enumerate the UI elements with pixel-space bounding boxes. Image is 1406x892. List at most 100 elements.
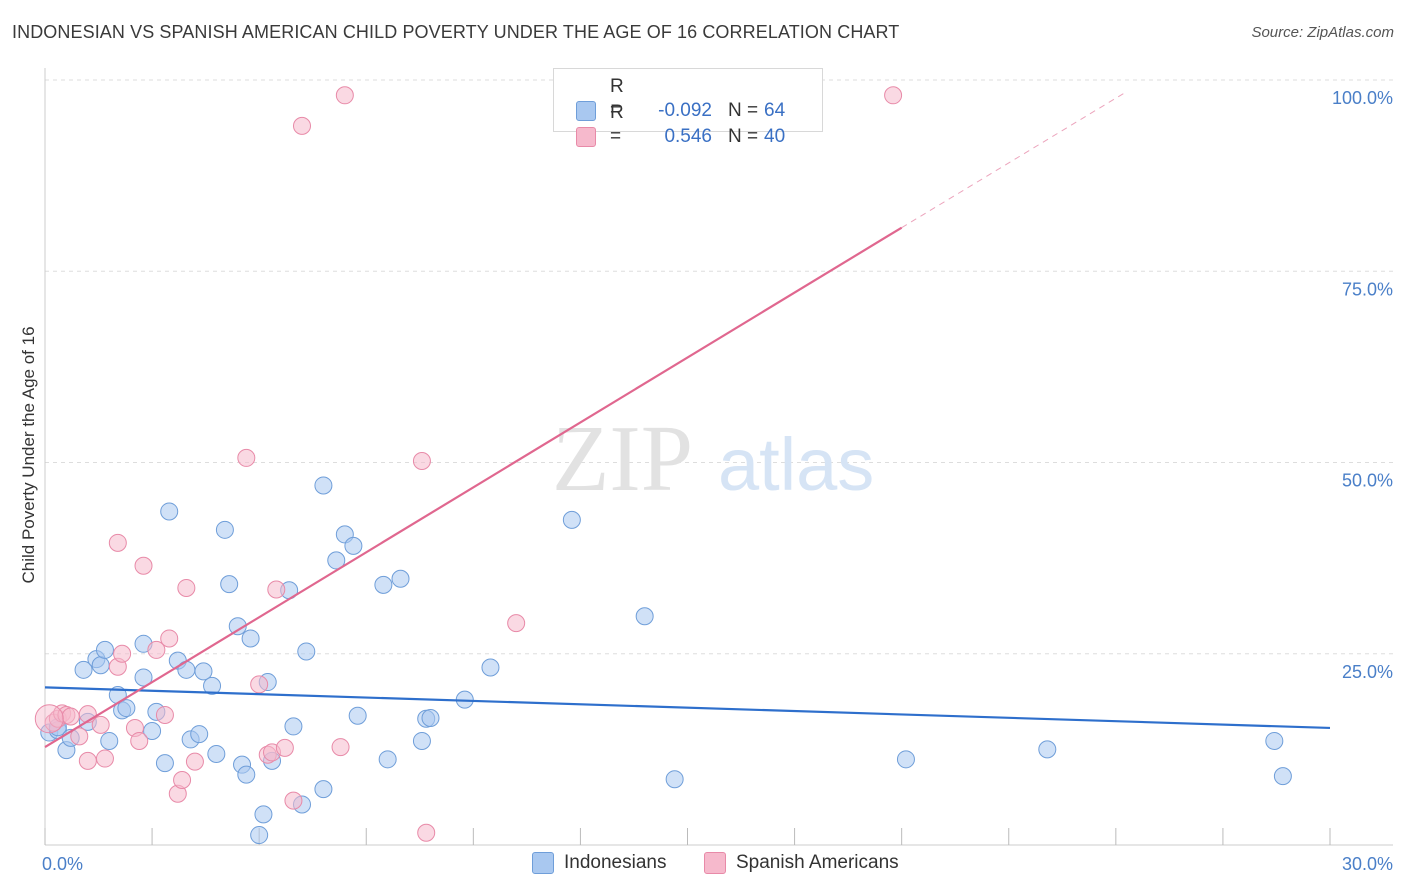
indonesian-point [391, 569, 410, 588]
pink-swatch [576, 126, 596, 147]
chart-title: INDONESIAN VS SPANISH AMERICAN CHILD POV… [12, 22, 900, 42]
spanish-american-point [61, 707, 80, 726]
indonesian-point [1265, 731, 1284, 750]
indonesian-point [91, 656, 110, 675]
indonesian-point [481, 658, 500, 677]
indonesian-point [896, 750, 915, 769]
indonesian-point [284, 717, 303, 736]
spanish-american-point [34, 704, 64, 734]
n-value: 64 [764, 100, 786, 121]
indonesian-point [74, 660, 93, 679]
spanish-american-point [335, 86, 354, 105]
n-label: N = [728, 100, 759, 121]
blue-swatch [576, 100, 596, 121]
trend-lines [44, 92, 1331, 749]
spanish-american-point [275, 738, 294, 757]
indonesian-point [203, 676, 222, 695]
indonesian-point [665, 770, 684, 789]
spanish-american-trend-line [44, 226, 903, 749]
spanish-american-point [177, 578, 196, 597]
indonesian-point [143, 722, 162, 741]
indonesian-point [348, 706, 367, 725]
spanish-american-point [884, 86, 903, 105]
spanish-american-point [173, 770, 192, 789]
indonesian-point [100, 731, 119, 750]
indonesian-point [241, 629, 260, 648]
indonesian-point [1273, 767, 1292, 786]
y-tick-label: 100.0% [1332, 88, 1393, 108]
data-points [34, 86, 1292, 845]
spanish-american-point [91, 715, 110, 734]
r-value: 0.546 [664, 126, 712, 147]
indonesian-point [117, 699, 136, 718]
pink-swatch [704, 852, 726, 874]
indonesian-point [635, 607, 654, 626]
indonesian-point [95, 640, 114, 659]
x-tick-label: 30.0% [1342, 854, 1393, 874]
spanish-american-trend-extension [901, 92, 1125, 229]
indonesian-point [215, 520, 234, 539]
spanish-american-point [507, 614, 526, 633]
tick-labels: 25.0% 50.0% 75.0% 100.0% 0.0% 30.0% [42, 88, 1393, 874]
spanish-american-point [284, 791, 303, 810]
indonesian-point [344, 536, 363, 555]
y-axis-title: Child Poverty Under the Age of 16 [19, 326, 38, 583]
watermark-atlas: atlas [718, 423, 874, 506]
legend-spanish-label: Spanish Americans [736, 852, 899, 874]
source-credit: Source: ZipAtlas.com [1251, 24, 1394, 41]
blue-swatch [532, 852, 554, 874]
spanish-american-point [147, 640, 166, 659]
legend-indonesians-label: Indonesians [564, 852, 667, 874]
r-value: -0.092 [658, 100, 712, 121]
indonesian-trend-line [44, 686, 1331, 730]
spanish-american-point [113, 644, 132, 663]
indonesian-point [297, 642, 316, 661]
n-value: 40 [764, 126, 786, 147]
indonesian-point [207, 744, 226, 763]
y-tick-label: 50.0% [1342, 471, 1393, 491]
spanish-american-point [78, 751, 97, 770]
indonesian-point [1038, 740, 1057, 759]
indonesian-point [250, 826, 269, 845]
n-label: N = [728, 126, 759, 147]
watermark-zip: ZIP [552, 407, 693, 511]
y-tick-label: 25.0% [1342, 662, 1393, 682]
indonesian-point [160, 502, 179, 521]
indonesian-point [220, 575, 239, 594]
indonesian-point [314, 476, 333, 495]
legend-indonesians: Indonesians [532, 852, 666, 874]
indonesian-point [254, 805, 273, 824]
legend-row-indonesians: R = -0.092 N = 64 [576, 75, 785, 121]
indonesian-point [134, 668, 153, 687]
indonesian-point [314, 780, 333, 799]
indonesian-point [374, 575, 393, 594]
indonesian-point [412, 731, 431, 750]
x-tick-label: 0.0% [42, 854, 83, 874]
y-tick-label: 75.0% [1342, 279, 1393, 299]
indonesian-point [190, 725, 209, 744]
correlation-legend: R = -0.092 N = 64 R = 0.546 N = 40 [553, 68, 823, 147]
legend-row-spanish: R = 0.546 N = 40 [576, 101, 785, 147]
spanish-american-point [412, 451, 431, 470]
spanish-american-point [130, 731, 149, 750]
indonesian-point [327, 551, 346, 570]
spanish-american-point [185, 752, 204, 771]
spanish-american-point [160, 629, 179, 648]
indonesian-point [237, 765, 256, 784]
spanish-american-point [237, 448, 256, 467]
indonesian-point [421, 709, 440, 728]
spanish-american-point [155, 705, 174, 724]
r-label: R = [610, 102, 624, 147]
spanish-american-point [108, 533, 127, 552]
watermark: ZIP atlas [552, 407, 874, 511]
indonesian-point [155, 754, 174, 773]
spanish-american-point [250, 675, 269, 694]
spanish-american-point [70, 727, 89, 746]
spanish-american-point [267, 580, 286, 599]
legend-spanish-americans: Spanish Americans [704, 852, 899, 874]
spanish-american-point [134, 556, 153, 575]
spanish-american-point [331, 738, 350, 757]
indonesian-point [562, 510, 581, 529]
indonesian-point [194, 662, 213, 681]
